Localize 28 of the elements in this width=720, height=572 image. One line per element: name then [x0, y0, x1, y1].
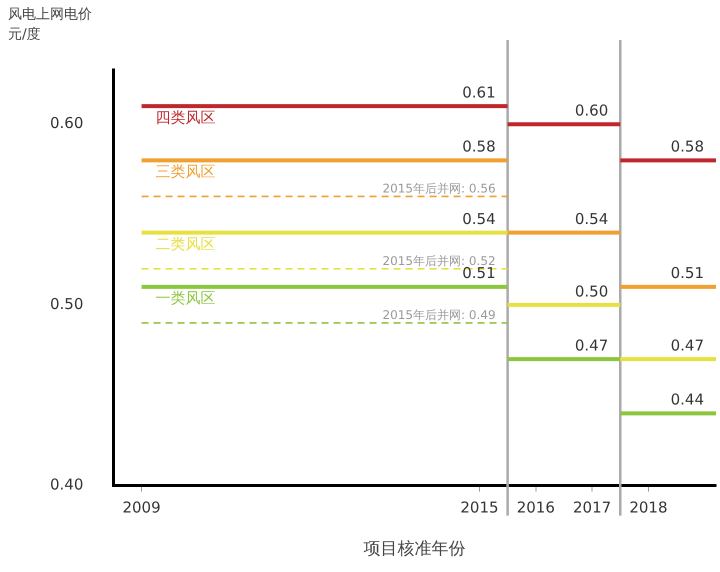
- data-label: 2015年后并网: 0.49: [382, 308, 496, 322]
- data-label: 0.47: [574, 336, 608, 355]
- data-label: 0.51: [670, 264, 704, 282]
- data-label: 0.61: [462, 84, 496, 102]
- y-axis-title: 风电上网电价: [8, 6, 92, 23]
- series-label: 二类风区: [156, 235, 216, 254]
- data-label: 0.54: [462, 210, 496, 228]
- data-label: 0.60: [574, 102, 608, 120]
- x-tick-label: 2016: [516, 498, 555, 516]
- data-label: 2015年后并网: 0.56: [382, 182, 496, 196]
- data-label: 0.58: [670, 138, 704, 156]
- data-label: 0.44: [670, 390, 704, 409]
- data-label: 0.54: [574, 210, 608, 228]
- series-label: 四类风区: [156, 108, 216, 127]
- series-label: 三类风区: [156, 162, 216, 181]
- data-label: 0.50: [574, 282, 608, 300]
- text: 元/度: [8, 26, 41, 43]
- y-tick-label: 0.50: [50, 294, 84, 313]
- x-tick-label: 2015: [460, 498, 499, 516]
- y-tick-label: 0.40: [50, 475, 84, 494]
- y-tick-label: 0.60: [50, 114, 84, 132]
- x-axis-title: 项目核准年份: [364, 539, 466, 560]
- x-tick-label: 2018: [629, 498, 668, 516]
- data-label: 0.58: [462, 138, 496, 156]
- series-label: 一类风区: [156, 289, 216, 308]
- x-tick-label: 2017: [573, 498, 612, 516]
- x-tick-label: 2009: [122, 498, 161, 516]
- data-label: 0.47: [670, 336, 704, 355]
